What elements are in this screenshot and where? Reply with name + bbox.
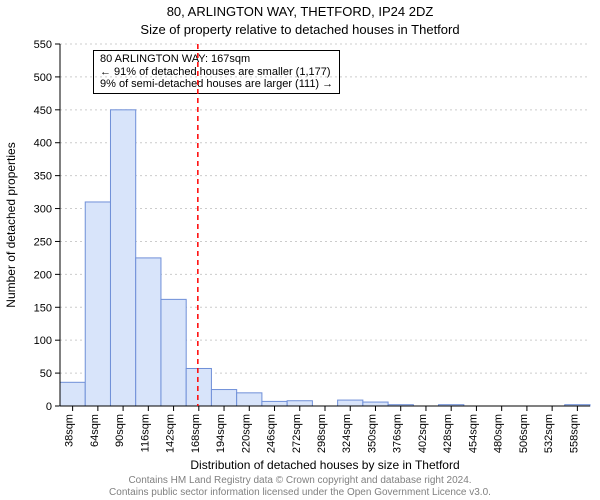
y-tick-label: 350 [34,171,52,183]
x-tick-label: 376sqm [392,414,404,453]
histogram-bar [110,110,135,406]
y-tick-label: 200 [34,269,52,281]
histogram-bar [287,401,312,406]
chart-stage: 80, ARLINGTON WAY, THETFORD, IP24 2DZ Si… [0,0,600,500]
x-tick-label: 220sqm [240,414,252,453]
histogram-bar [186,368,211,406]
footer-line-2: Contains public sector information licen… [0,487,600,498]
histogram-bar [161,299,186,406]
histogram-bar [211,390,236,406]
x-tick-label: 272sqm [291,414,303,453]
y-tick-label: 0 [46,401,52,413]
x-tick-label: 532sqm [543,414,555,453]
footer-line-1: Contains HM Land Registry data © Crown c… [0,475,600,486]
x-tick-label: 298sqm [316,414,328,453]
x-tick-label: 90sqm [114,414,126,447]
histogram-bar [338,400,363,406]
y-tick-label: 450 [34,105,52,117]
x-tick-label: 168sqm [190,414,202,453]
y-tick-label: 550 [34,39,52,51]
histogram-bar [262,401,287,406]
x-tick-label: 142sqm [165,414,177,453]
x-tick-label: 506sqm [518,414,530,453]
x-tick-label: 454sqm [467,414,479,453]
histogram-bar [237,393,262,406]
y-tick-label: 400 [34,138,52,150]
histogram-chart: 0 50 100 150 200 250 300 350 400 450 500 550 38sqm 64… [0,0,600,500]
histogram-bar [85,202,110,406]
y-tick-label: 500 [34,72,52,84]
y-tick-label: 100 [34,335,52,347]
x-tick-label: 350sqm [366,414,378,453]
y-tick-label: 300 [34,204,52,216]
x-tick-label: 558sqm [568,414,580,453]
histogram-bar [363,402,388,406]
x-tick-label: 194sqm [215,414,227,453]
x-tick-label: 116sqm [139,414,151,452]
x-tick-label: 64sqm [89,414,101,447]
y-tick-label: 250 [34,236,52,248]
x-tick-label: 480sqm [493,414,505,453]
histogram-bar [136,258,161,406]
y-tick-label: 150 [34,302,52,314]
x-tick-label: 324sqm [341,414,353,453]
x-tick-label: 428sqm [442,414,454,453]
y-tick-label: 50 [40,368,52,380]
x-tick-label: 246sqm [266,414,278,453]
x-tick-label: 402sqm [417,414,429,453]
x-tick-label: 38sqm [64,414,76,447]
x-axis-label: Distribution of detached houses by size … [60,458,590,472]
histogram-bar [60,382,85,406]
